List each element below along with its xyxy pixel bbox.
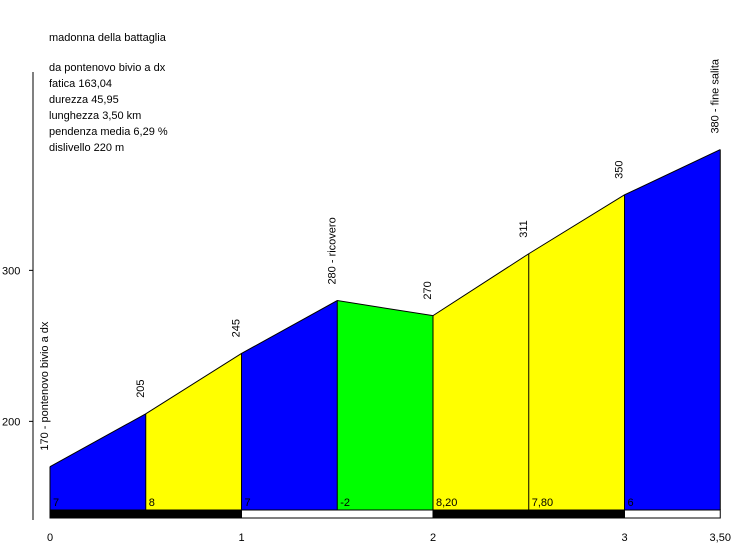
profile-segment: [145, 353, 242, 510]
x-tick-label: 0: [47, 532, 53, 544]
km-scale-bar: [49, 509, 721, 519]
info-line: da pontenovo bivio a dx: [49, 62, 166, 74]
gradient-label: 7,80: [532, 497, 553, 509]
info-line: pendenza media 6,29 %: [49, 126, 168, 138]
point-label: 270: [422, 281, 434, 299]
profile-segment: [337, 300, 433, 510]
profile-segment: [433, 253, 529, 510]
y-axis: 200 300: [2, 265, 33, 428]
km-bar-segment: [241, 509, 434, 519]
profile-segment: [50, 413, 146, 510]
info-box: madonna della battaglia da pontenovo biv…: [49, 32, 168, 154]
point-label: 350: [614, 161, 626, 179]
profile-segment: [624, 149, 721, 510]
info-line: dislivello 220 m: [49, 142, 124, 154]
gradient-label: 8,20: [436, 497, 457, 509]
point-label: 380 - fine salita: [709, 58, 721, 133]
gradient-label: 8: [149, 497, 155, 509]
point-label: 311: [518, 220, 530, 238]
profile-segment: [528, 194, 625, 511]
info-line: durezza 45,95: [49, 94, 119, 106]
point-label: 205: [135, 379, 147, 397]
info-line: lunghezza 3,50 km: [49, 110, 141, 122]
point-label: 280 - ricovero: [326, 217, 338, 284]
y-tick-label: 200: [2, 416, 20, 428]
point-label: 245: [231, 319, 243, 337]
km-bar-segment: [624, 509, 721, 519]
profile-segments: [50, 149, 721, 511]
profile-outline: [49, 149, 721, 510]
gradient-label: -2: [340, 497, 350, 509]
point-labels: 170 - pontenovo bivio a dx 205 245 280 - ri…: [39, 58, 721, 451]
info-line: fatica 163,04: [49, 78, 112, 90]
info-title: madonna della battaglia: [49, 32, 167, 44]
km-bar-segment: [49, 509, 242, 519]
x-axis: 0 1 2 3 3,50: [47, 532, 731, 544]
profile-line: [49, 149, 721, 468]
gradient-label: 6: [628, 497, 634, 509]
profile-segment: [241, 300, 338, 510]
y-tick-label: 300: [2, 265, 20, 277]
gradient-label: 7: [53, 497, 59, 509]
x-tick-label: 3: [621, 532, 627, 544]
gradient-label: 7: [245, 497, 251, 509]
x-tick-label: 2: [430, 532, 436, 544]
gradient-labels: 7 8 7 -2 8,20 7,80 6: [53, 497, 634, 509]
x-tick-label: 3,50: [710, 532, 731, 544]
point-label: 170 - pontenovo bivio a dx: [39, 321, 51, 451]
x-tick-label: 1: [238, 532, 244, 544]
km-bar-segment: [432, 509, 625, 519]
